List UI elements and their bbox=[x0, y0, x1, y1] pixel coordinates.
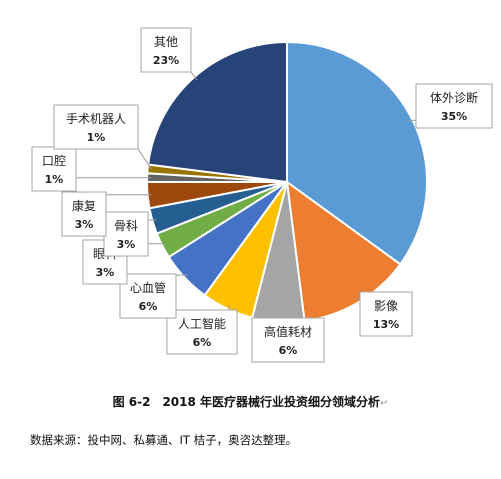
slice-label-8: 口腔 bbox=[42, 153, 66, 168]
callout-10: 其他 23% bbox=[140, 27, 192, 73]
slice-label-4: 心血管 bbox=[130, 280, 166, 295]
slice-label-7: 康复 bbox=[72, 198, 96, 213]
callout-box-2 bbox=[251, 317, 325, 363]
callout-0: 体外诊断 35% bbox=[415, 83, 493, 129]
slice-label-1: 影像 bbox=[374, 299, 398, 313]
callout-box-6 bbox=[103, 211, 149, 257]
callout-3: 人工智能 6% bbox=[166, 309, 238, 355]
callout-box-8 bbox=[31, 146, 77, 192]
figure-caption: 图 6-2 2018 年医疗器械行业投资细分领域分析↵ bbox=[0, 393, 501, 410]
callout-1: 影像 13% bbox=[359, 291, 413, 337]
callout-box-1 bbox=[359, 291, 413, 337]
slice-value-2: 6% bbox=[279, 344, 298, 357]
callout-box-10 bbox=[140, 27, 192, 73]
callout-9: 手术机器人 1% bbox=[53, 104, 139, 150]
slice-value-7: 3% bbox=[75, 218, 94, 231]
slice-label-6: 骨科 bbox=[114, 219, 138, 233]
slice-value-5: 3% bbox=[96, 266, 115, 279]
slice-label-9: 手术机器人 bbox=[66, 112, 126, 126]
leader-line-9 bbox=[137, 148, 153, 170]
pie-chart: 体外诊断35%影像13%高值耗材6%人工智能6%心血管6%眼科3%骨科3%康复3… bbox=[31, 27, 493, 363]
slice-label-3: 人工智能 bbox=[178, 316, 226, 331]
pie-slices bbox=[145, 40, 428, 324]
data-source-note: 数据来源：投中网、私募通、IT 桔子，奥咨达整理。 bbox=[30, 433, 298, 447]
slice-value-0: 35% bbox=[441, 110, 467, 123]
callout-box-9 bbox=[53, 104, 139, 150]
callout-6: 骨科 3% bbox=[103, 211, 149, 257]
pie-slice-0 bbox=[286, 40, 428, 266]
leader-line-10 bbox=[190, 71, 198, 81]
callout-4: 心血管 6% bbox=[119, 273, 177, 319]
slice-value-6: 3% bbox=[117, 238, 136, 251]
slice-value-9: 1% bbox=[87, 131, 106, 144]
slice-label-0: 体外诊断 bbox=[430, 90, 478, 105]
slice-value-10: 23% bbox=[153, 54, 179, 67]
slice-value-8: 1% bbox=[45, 173, 64, 186]
slice-value-3: 6% bbox=[193, 336, 212, 349]
callout-7: 康复 3% bbox=[61, 191, 107, 237]
slice-value-4: 6% bbox=[139, 300, 158, 313]
callout-box-3 bbox=[166, 309, 238, 355]
callout-box-0 bbox=[415, 83, 493, 129]
caption-return-mark: ↵ bbox=[380, 398, 389, 409]
caption-text: 2018 年医疗器械行业投资细分领域分析 bbox=[162, 395, 381, 409]
callout-8: 口腔 1% bbox=[31, 146, 77, 192]
slice-label-10: 其他 bbox=[154, 35, 178, 49]
callout-box-7 bbox=[61, 191, 107, 237]
callout-2: 高值耗材 6% bbox=[251, 317, 325, 363]
caption-number: 图 6-2 bbox=[112, 395, 151, 409]
pie-chart-svg: 体外诊断35%影像13%高值耗材6%人工智能6%心血管6%眼科3%骨科3%康复3… bbox=[31, 27, 493, 363]
callout-box-4 bbox=[119, 273, 177, 319]
slice-value-1: 13% bbox=[373, 318, 399, 331]
slice-label-2: 高值耗材 bbox=[264, 324, 312, 339]
callout-labels: 体外诊断35%影像13%高值耗材6%人工智能6%心血管6%眼科3%骨科3%康复3… bbox=[31, 27, 493, 363]
